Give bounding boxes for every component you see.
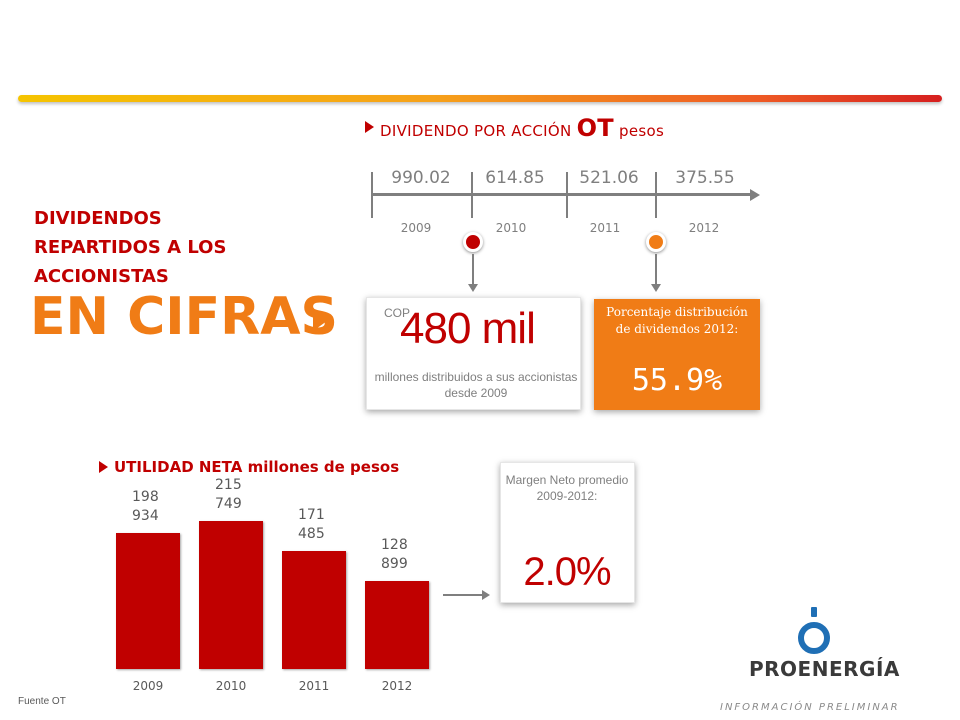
source-note: Fuente OT bbox=[18, 696, 66, 707]
payout-card bbox=[594, 299, 760, 410]
net-income-bar bbox=[199, 521, 263, 669]
payout-card-value: 55.9% bbox=[631, 363, 723, 398]
dividend-year-2009: 2009 bbox=[400, 221, 432, 235]
margin-card-value: 2.0% bbox=[523, 550, 611, 594]
timeline-tick bbox=[371, 172, 373, 218]
net-income-year-label: 2009 bbox=[132, 679, 164, 693]
logo-wordmark: PROENERGÍA bbox=[749, 657, 900, 681]
marker-arrow-down-icon bbox=[651, 284, 661, 292]
net-income-year-label: 2011 bbox=[298, 679, 330, 693]
payout-card-title: Porcentaje distribución de dividendos 20… bbox=[606, 305, 748, 336]
dividend-value-2010: 614.85 bbox=[485, 168, 545, 188]
marker-connector-line bbox=[472, 254, 474, 285]
flow-arrow-right-icon bbox=[482, 590, 490, 600]
net-income-year-label: 2010 bbox=[215, 679, 247, 693]
timeline-marker-red-icon bbox=[463, 232, 483, 252]
timeline-marker-orange-icon bbox=[646, 232, 666, 252]
net-income-data-label: 171 485 bbox=[298, 507, 325, 542]
marker-connector-line bbox=[655, 254, 657, 285]
dividend-year-2012: 2012 bbox=[688, 221, 720, 235]
preliminary-notice: INFORMACIÓN PRELIMINAR bbox=[720, 702, 900, 713]
currency-label: COP bbox=[384, 306, 411, 320]
net-income-data-label: 198 934 bbox=[132, 489, 159, 524]
timeline-tick bbox=[655, 172, 657, 218]
net-income-data-label: 128 899 bbox=[381, 537, 408, 572]
timeline-arrow-icon bbox=[750, 189, 760, 201]
dividend-value-2012: 375.55 bbox=[675, 168, 735, 188]
dividend-title-bullet-icon bbox=[365, 121, 374, 133]
utilidad-title-bullet-icon bbox=[99, 461, 108, 473]
margin-card-label: Margen Neto promedio 2009-2012: bbox=[505, 473, 629, 503]
dividend-year-2011: 2011 bbox=[589, 221, 621, 235]
net-income-bar bbox=[365, 581, 429, 669]
left-heading-line1: DIVIDENDOS bbox=[34, 208, 162, 229]
utilidad-section-title: UTILIDAD NETA millones de pesos bbox=[114, 458, 400, 476]
net-income-year-label: 2012 bbox=[381, 679, 413, 693]
dividend-year-2010: 2010 bbox=[495, 221, 527, 235]
dividend-value-2011: 521.06 bbox=[579, 168, 639, 188]
big-title: EN CIFRAS bbox=[30, 287, 338, 347]
big-title-arrow-icon bbox=[313, 311, 327, 331]
timeline-tick bbox=[471, 172, 473, 218]
net-income-bar bbox=[116, 533, 180, 669]
dividend-title-suffix: pesos bbox=[619, 122, 665, 140]
proenergia-logo-icon bbox=[798, 607, 830, 654]
flow-arrow-line bbox=[443, 594, 483, 596]
margin-card bbox=[500, 462, 635, 603]
timeline-tick bbox=[566, 172, 568, 218]
net-income-data-label: 215 749 bbox=[215, 477, 242, 512]
distributed-card bbox=[366, 297, 581, 410]
left-heading-line2: REPARTIDOS A LOS bbox=[34, 237, 227, 258]
net-income-bar bbox=[282, 551, 346, 669]
left-heading-line3: ACCIONISTAS bbox=[34, 266, 169, 287]
distributed-total-value: 480 mil bbox=[400, 304, 536, 353]
dividend-timeline-axis bbox=[372, 193, 752, 196]
dividend-section-title: DIVIDENDO POR ACCIÓN OT pesos bbox=[380, 114, 664, 142]
dividend-value-2009: 990.02 bbox=[391, 168, 451, 188]
dividend-title-company: OT bbox=[576, 114, 614, 142]
distributed-description: millones distribuidos a sus accionistas … bbox=[374, 370, 578, 400]
left-heading: DIVIDENDOS REPARTIDOS A LOS ACCIONISTAS bbox=[34, 204, 226, 291]
marker-arrow-down-icon bbox=[468, 284, 478, 292]
top-decorative-bar bbox=[18, 95, 942, 102]
dividend-title-prefix: DIVIDENDO POR ACCIÓN bbox=[380, 122, 572, 140]
